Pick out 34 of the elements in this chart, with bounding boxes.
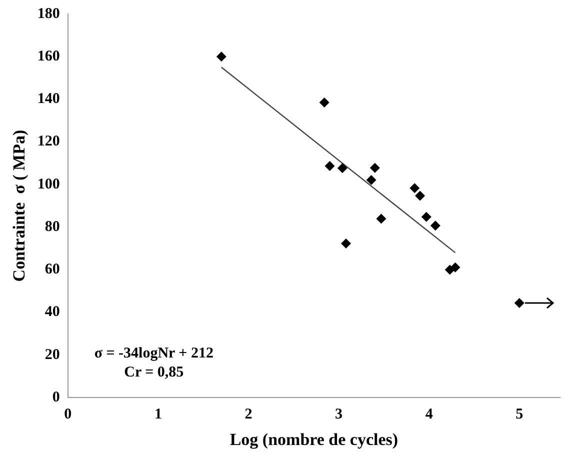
annotation: σ = -34logNr + 212 [94, 346, 214, 362]
x-tick-label: 1 [154, 406, 162, 422]
point [341, 238, 352, 249]
x-tick-label: 0 [64, 406, 72, 422]
y-tick-label: 140 [37, 91, 60, 108]
point [319, 97, 330, 108]
y-tick-label: 100 [37, 176, 60, 192]
point [324, 160, 335, 171]
point [370, 162, 380, 173]
y-tick-label: 20 [44, 346, 60, 363]
x-tick-label: 4 [425, 406, 434, 422]
x-axis-title: Log (nombre de cycles) [230, 430, 398, 450]
point [410, 183, 420, 194]
point [430, 220, 440, 231]
point [366, 175, 376, 186]
y-axis-title: Contrainte σ ( MPa) [10, 130, 29, 282]
y-tick-label: 80 [44, 218, 60, 235]
x-tick-label: 5 [516, 406, 524, 422]
point [376, 214, 386, 224]
x-tick-label: 3 [335, 406, 343, 422]
point [421, 212, 432, 222]
y-tick-label: 40 [44, 304, 60, 320]
annotation: Cr = 0,85 [124, 364, 184, 381]
point [514, 298, 524, 308]
point [337, 163, 348, 174]
point [216, 52, 226, 62]
y-tick-label: 180 [37, 6, 60, 22]
y-tick-label: 60 [44, 262, 60, 278]
point [450, 262, 460, 272]
x-tick-label: 2 [244, 406, 252, 422]
y-tick-label: 120 [37, 134, 60, 150]
point [415, 190, 426, 201]
y-tick-label: 0 [52, 389, 60, 406]
y-tick-label: 160 [37, 48, 60, 64]
